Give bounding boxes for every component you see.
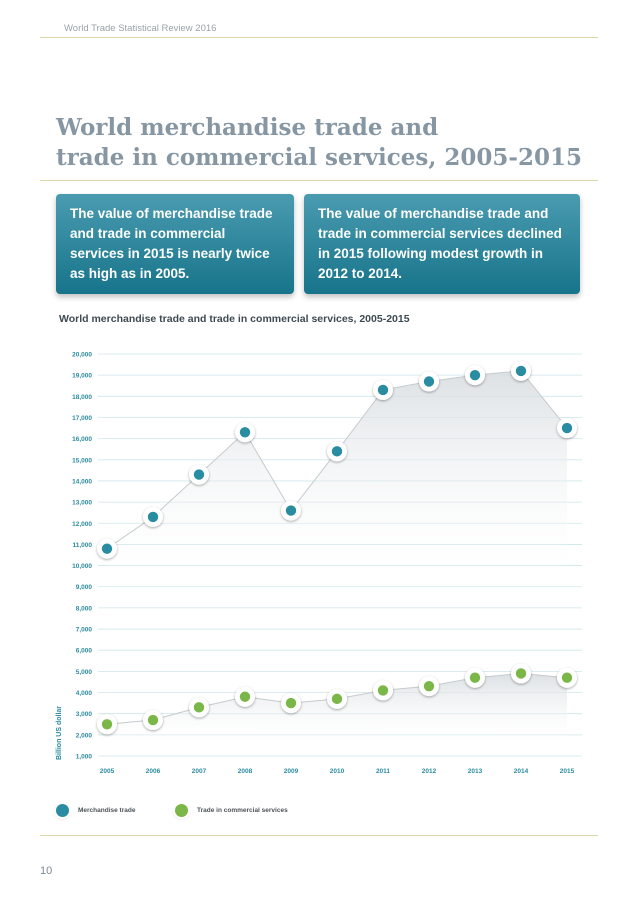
x-tick-label: 2007 [192,768,207,775]
line-chart: 1,000 2,000 3,000 4,000 5,000 6,000 7,000 8,000… [56,352,582,775]
y-tick-label: 3,000 [76,711,93,718]
page-title-line-1: World merchandise trade and [56,114,439,141]
top-rule [40,37,598,38]
data-point [101,543,113,554]
y-tick-label: 10,000 [72,563,92,570]
chart-title: World merchandise trade and trade in com… [59,313,410,325]
series-area [107,673,567,746]
y-tick-label: 2,000 [76,732,93,739]
title-rule [40,180,598,181]
data-point [147,714,159,726]
data-point [239,427,251,438]
page-title: World merchandise trade and trade in com… [56,113,596,173]
page-title-line-2: trade in commercial services, 2005-2015 [56,144,582,171]
data-point [561,422,573,434]
data-point [469,369,481,381]
services-marker-icon [175,804,188,817]
page-number: 10 [40,865,53,877]
y-tick-label: 14,000 [72,478,92,485]
x-tick-label: 2006 [146,768,161,775]
x-tick-label: 2015 [560,768,575,775]
data-point [147,511,159,523]
data-point [377,685,389,696]
x-tick-label: 2011 [376,768,390,775]
x-tick-label: 2009 [284,768,299,775]
series-area [107,370,567,587]
data-point [285,505,297,516]
data-point [193,702,205,713]
y-tick-label: 9,000 [76,584,93,591]
x-tick-label: 2008 [238,768,253,775]
y-tick-label: 20,000 [72,352,92,359]
y-tick-label: 16,000 [72,436,92,443]
y-tick-label: 7,000 [76,627,93,634]
data-point [515,365,527,377]
data-point [423,680,435,692]
y-tick-label: 11,000 [72,542,92,549]
x-tick-label: 2005 [100,768,115,775]
y-tick-label: 5,000 [76,669,93,676]
data-point [285,697,297,709]
y-tick-label: 1,000 [76,754,93,761]
data-point [423,376,435,387]
y-tick-label: 18,000 [72,394,92,401]
bottom-rule [40,835,598,836]
data-point [515,668,527,679]
data-point [561,672,573,683]
data-point [101,719,113,730]
data-point [469,672,481,683]
x-tick-label: 2013 [468,768,483,775]
y-tick-label: 12,000 [72,521,92,528]
y-tick-label: 4,000 [76,690,93,697]
y-tick-label: 13,000 [72,500,92,507]
y-tick-label: 8,000 [76,605,93,612]
x-tick-label: 2012 [422,768,437,775]
data-point [377,384,389,396]
x-tick-label: 2014 [514,768,529,775]
data-point [239,691,251,702]
merchandise-marker-icon [56,804,69,817]
callout-box-1: The value of merchandise trade and trade… [56,194,294,294]
legend-label-services: Trade in commercial services [197,807,288,814]
legend-label-merchandise: Merchandise trade [78,807,136,814]
y-axis-label: Billion US dollar [56,706,63,760]
callout-box-2: The value of merchandise trade and trade… [304,194,580,294]
y-tick-label: 15,000 [72,457,92,464]
running-header: World Trade Statistical Review 2016 [64,23,217,34]
data-point [331,446,343,457]
y-tick-label: 6,000 [76,648,93,655]
data-point [193,469,205,480]
y-tick-label: 19,000 [72,373,92,380]
x-tick-label: 2010 [330,768,345,775]
y-tick-label: 17,000 [72,415,92,422]
data-point [331,693,343,705]
